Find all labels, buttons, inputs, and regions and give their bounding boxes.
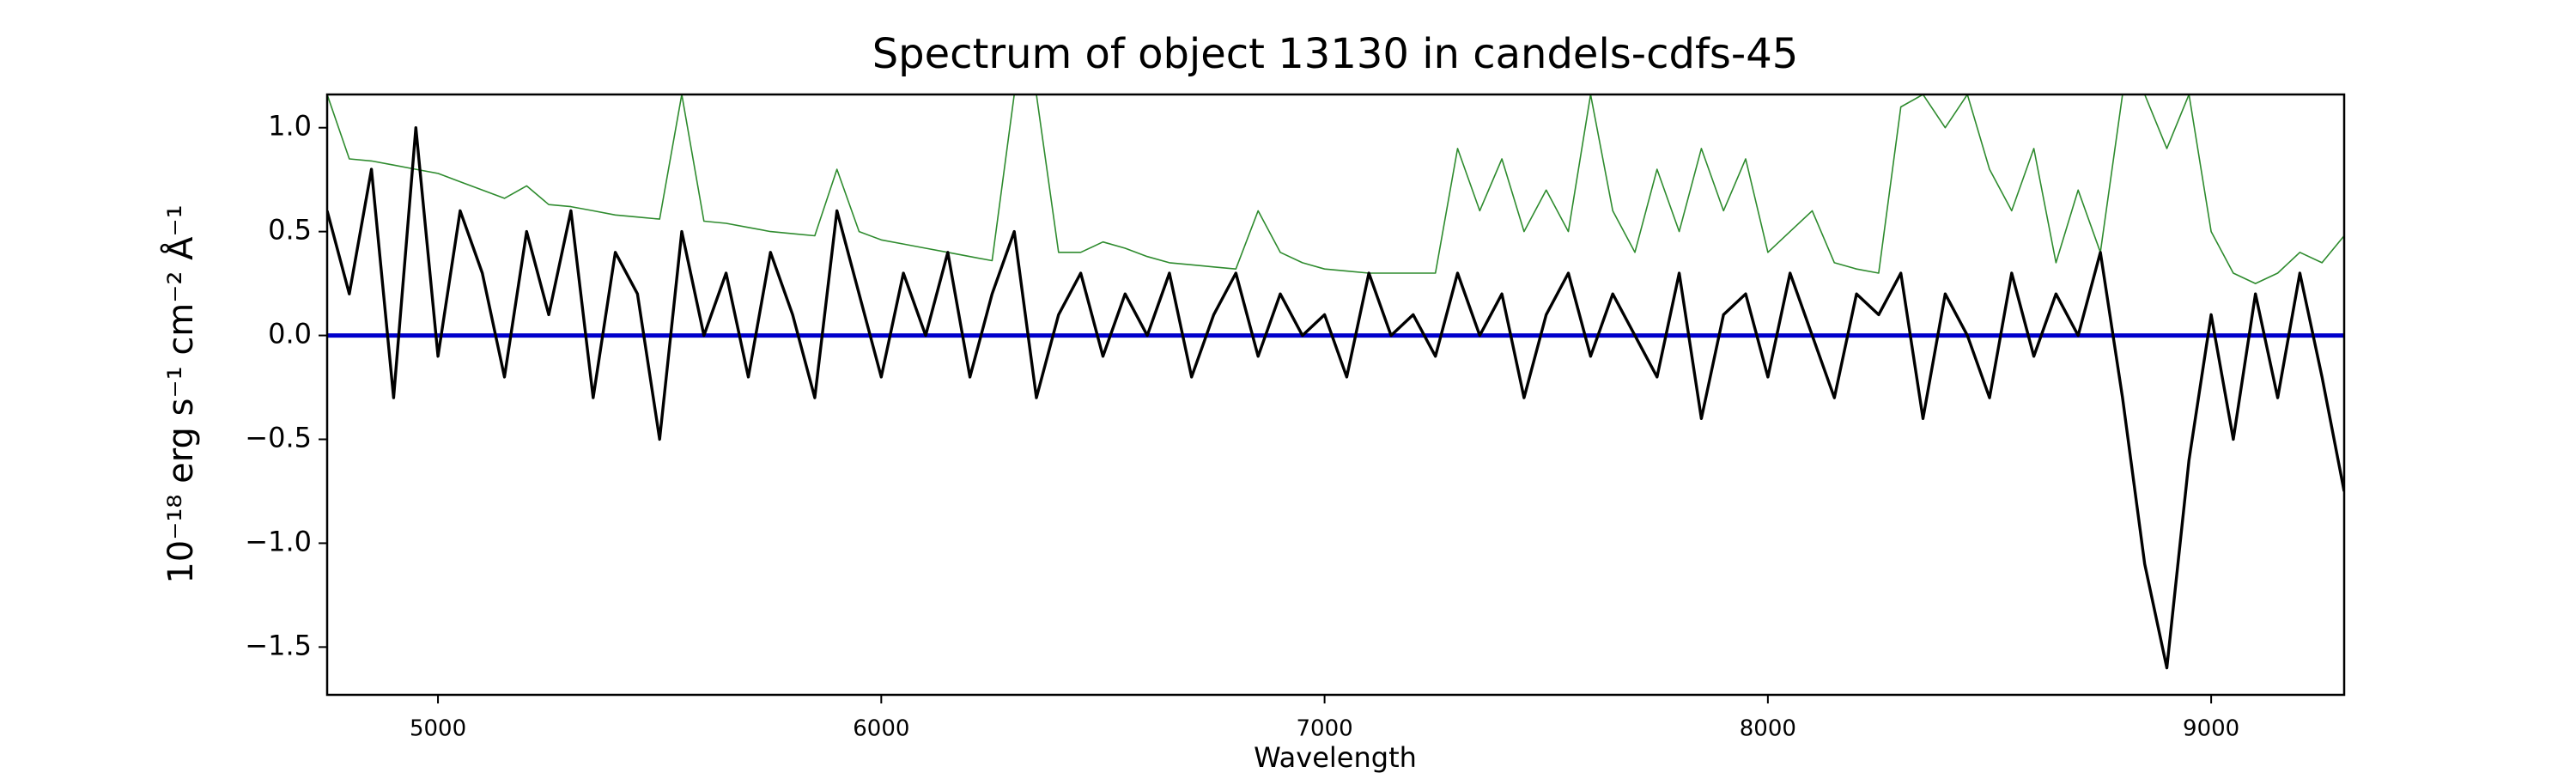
spectrum-line — [327, 126, 2344, 670]
y-tick-label: −0.5 — [245, 422, 312, 454]
y-tick-label: −1.5 — [245, 629, 312, 661]
y-tick-label: 0.5 — [268, 214, 312, 247]
x-tick-label: 6000 — [853, 716, 909, 742]
x-tick-label: 8000 — [1740, 716, 1796, 742]
x-tick-label: 9000 — [2183, 716, 2239, 742]
chart-title: Spectrum of object 13130 in candels-cdfs… — [872, 30, 1799, 78]
y-tick-label: −1.0 — [245, 525, 312, 557]
spectrum-line — [327, 94, 2344, 284]
x-tick-label: 7000 — [1297, 716, 1353, 742]
axes-frame — [325, 93, 2346, 697]
x-tick-label: 5000 — [410, 716, 466, 742]
y-tick-label: 1.0 — [268, 110, 312, 143]
x-axis-label: Wavelength — [1254, 741, 1417, 773]
y-axis-label: 10⁻¹⁸ erg s⁻¹ cm⁻² Å⁻¹ — [160, 204, 201, 583]
plot-area — [327, 94, 2344, 670]
y-tick-label: 0.0 — [268, 318, 312, 350]
